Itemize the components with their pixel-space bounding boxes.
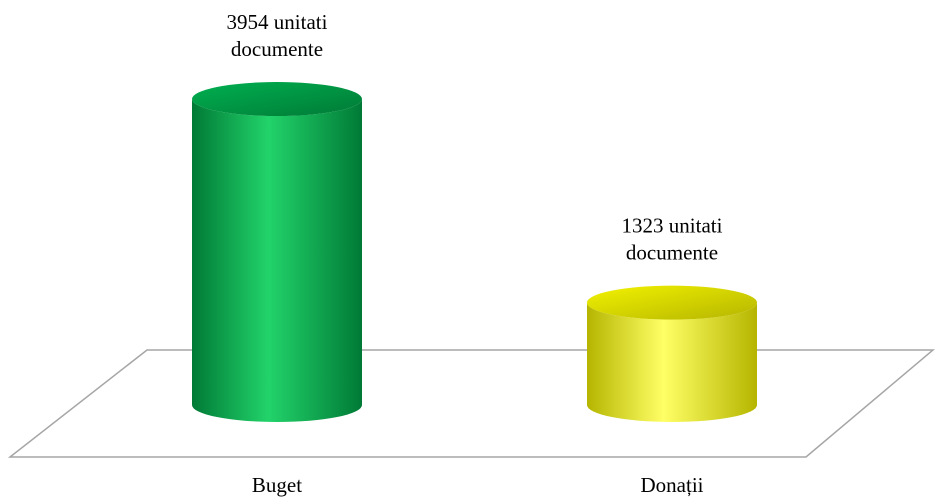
bar-body (192, 99, 362, 422)
bars (192, 82, 757, 422)
chart-floor (7, 349, 935, 458)
bar-top (587, 285, 757, 320)
data-label: 3954 unitati documente (227, 10, 328, 61)
bar-body (587, 302, 757, 422)
data-label: 1323 unitati documente (622, 214, 723, 265)
category-label: Donații (641, 473, 704, 497)
bar-buget (192, 82, 362, 422)
category-label: Buget (252, 473, 302, 497)
labels: 3954 unitati documente Buget 1323 unitati do… (227, 10, 723, 497)
bar-top (192, 82, 362, 117)
bar-dona-ii (587, 285, 757, 422)
